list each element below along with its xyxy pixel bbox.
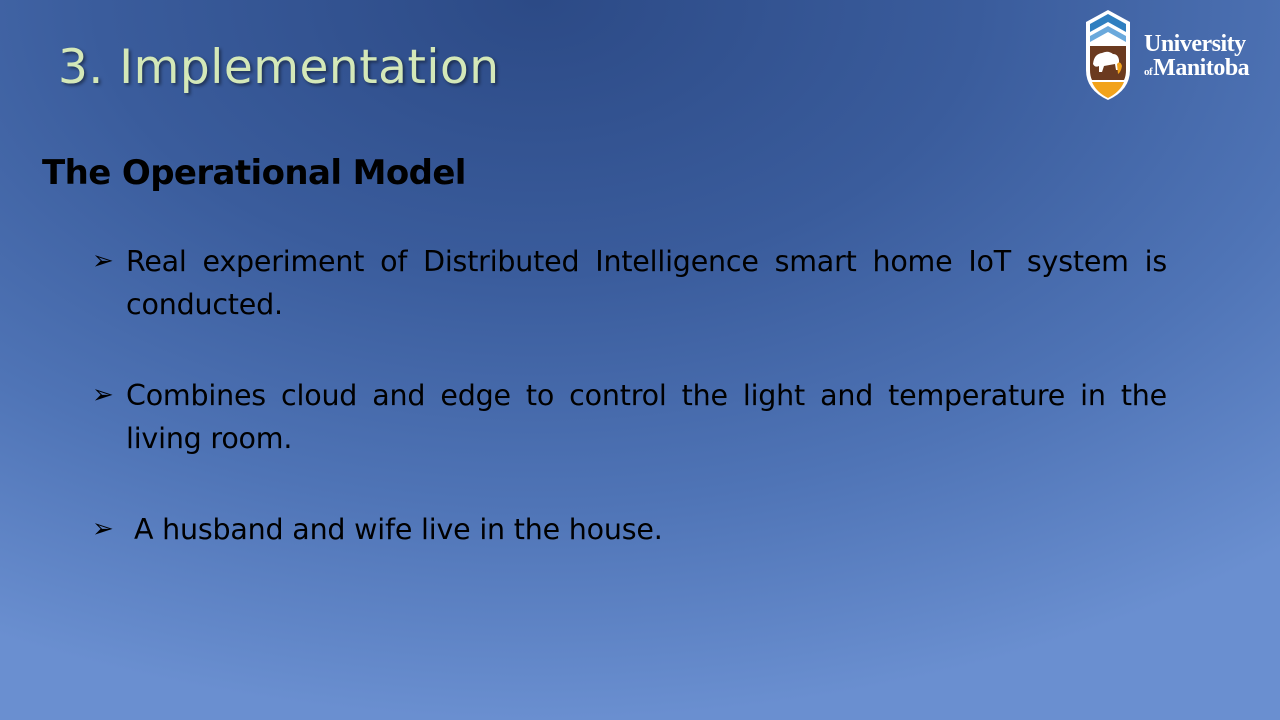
bullet-text: Real experiment of Distributed Intellige… xyxy=(126,245,1167,321)
logo-of: of xyxy=(1144,66,1153,78)
logo-line2: Manitoba xyxy=(1153,55,1250,81)
bison-shield-icon xyxy=(1086,10,1130,100)
slide-title: 3. Implementation xyxy=(58,40,500,95)
logo-wordmark: University ofManitoba xyxy=(1144,31,1250,84)
logo-line1: University xyxy=(1144,31,1246,57)
bullet-item: ➢ Combines cloud and edge to control the… xyxy=(92,374,1167,460)
bullet-text: Combines cloud and edge to control the l… xyxy=(126,379,1167,455)
bullet-item: ➢ Real experiment of Distributed Intelli… xyxy=(92,240,1167,326)
university-logo: University ofManitoba xyxy=(1080,8,1275,103)
bullet-list: ➢ Real experiment of Distributed Intelli… xyxy=(92,240,1167,599)
arrow-bullet-icon: ➢ xyxy=(92,246,114,276)
section-subtitle: The Operational Model xyxy=(42,153,466,193)
bullet-item: ➢ A husband and wife live in the house. xyxy=(92,508,1167,551)
arrow-bullet-icon: ➢ xyxy=(92,380,114,410)
arrow-bullet-icon: ➢ xyxy=(92,514,114,544)
bullet-text: A husband and wife live in the house. xyxy=(134,513,663,546)
